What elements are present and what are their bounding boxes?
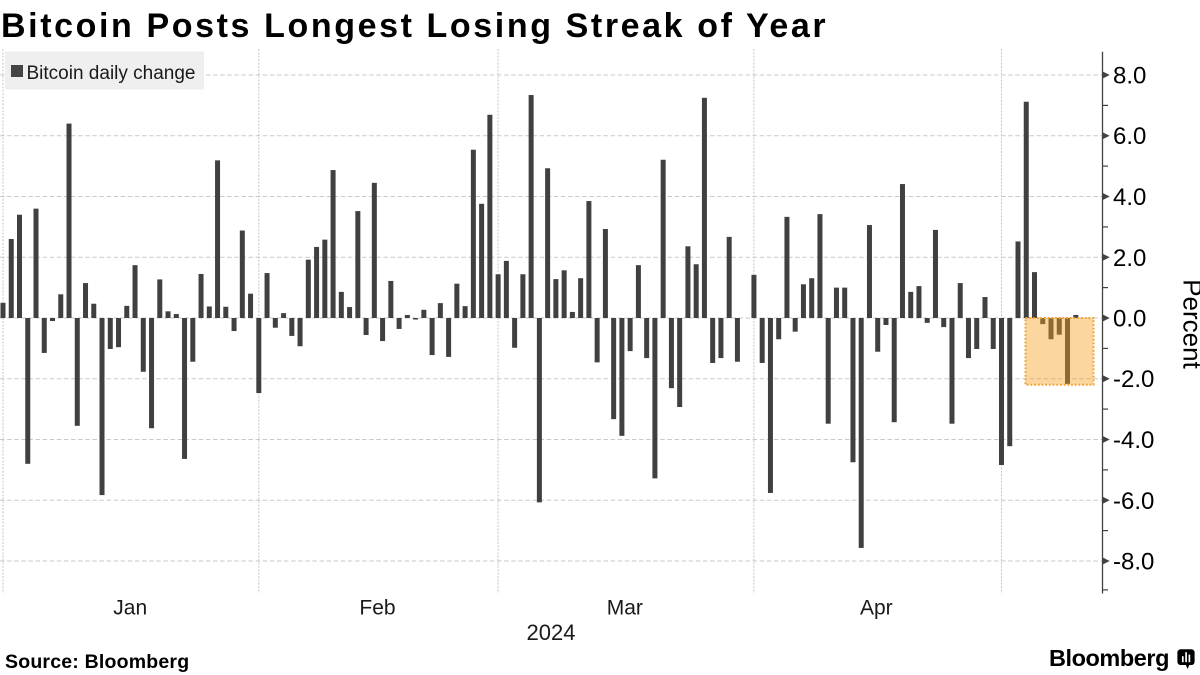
svg-text:0.0: 0.0 [1113,306,1146,333]
svg-text:Apr: Apr [860,597,893,620]
svg-text:4.0: 4.0 [1113,184,1146,211]
svg-text:2.0: 2.0 [1113,245,1146,272]
svg-text:Mar: Mar [607,597,643,620]
svg-text:Bitcoin daily change: Bitcoin daily change [27,63,196,84]
svg-text:-8.0: -8.0 [1113,549,1154,576]
svg-text:2024: 2024 [527,620,576,645]
svg-text:6.0: 6.0 [1113,123,1146,150]
svg-text:Bitcoin Posts Longest Losing S: Bitcoin Posts Longest Losing Streak of Y… [1,7,828,45]
svg-text:-2.0: -2.0 [1113,366,1154,393]
svg-text:Source: Bloomberg: Source: Bloomberg [5,651,189,673]
svg-text:-6.0: -6.0 [1113,488,1154,515]
svg-text:-4.0: -4.0 [1113,427,1154,454]
svg-text:8.0: 8.0 [1113,63,1146,90]
svg-text:Jan: Jan [113,597,147,620]
svg-text:Feb: Feb [359,597,395,620]
svg-text:Bloomberg: Bloomberg [1049,645,1169,671]
svg-text:Percent: Percent [1178,279,1200,369]
